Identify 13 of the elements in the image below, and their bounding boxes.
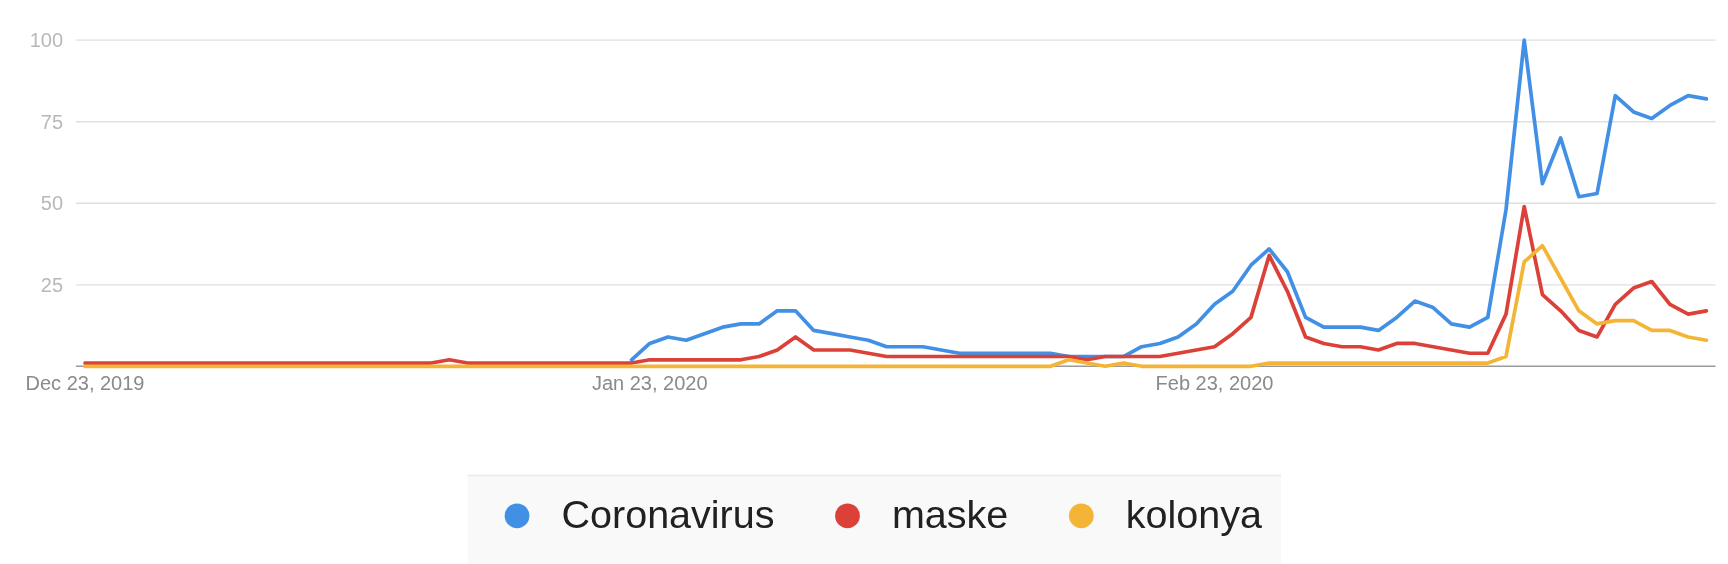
- y-tick-label: 100: [29, 29, 64, 52]
- y-tick-label: 75: [40, 110, 64, 133]
- line-series: [629, 38, 1709, 362]
- x-tick-label: Jan 23, 2020: [591, 372, 708, 394]
- y-tick-label: 50: [40, 192, 64, 215]
- legend-label: maske: [891, 492, 1009, 537]
- y-tick-label: 25: [40, 273, 64, 296]
- line-series: [83, 204, 1709, 365]
- line-series: [83, 243, 1709, 369]
- x-tick-label: Feb 23, 2020: [1155, 372, 1274, 394]
- legend-label: Coronavirus: [561, 492, 775, 537]
- x-tick-label: Dec 23, 2019: [25, 372, 145, 394]
- legend-label: kolonya: [1125, 492, 1262, 537]
